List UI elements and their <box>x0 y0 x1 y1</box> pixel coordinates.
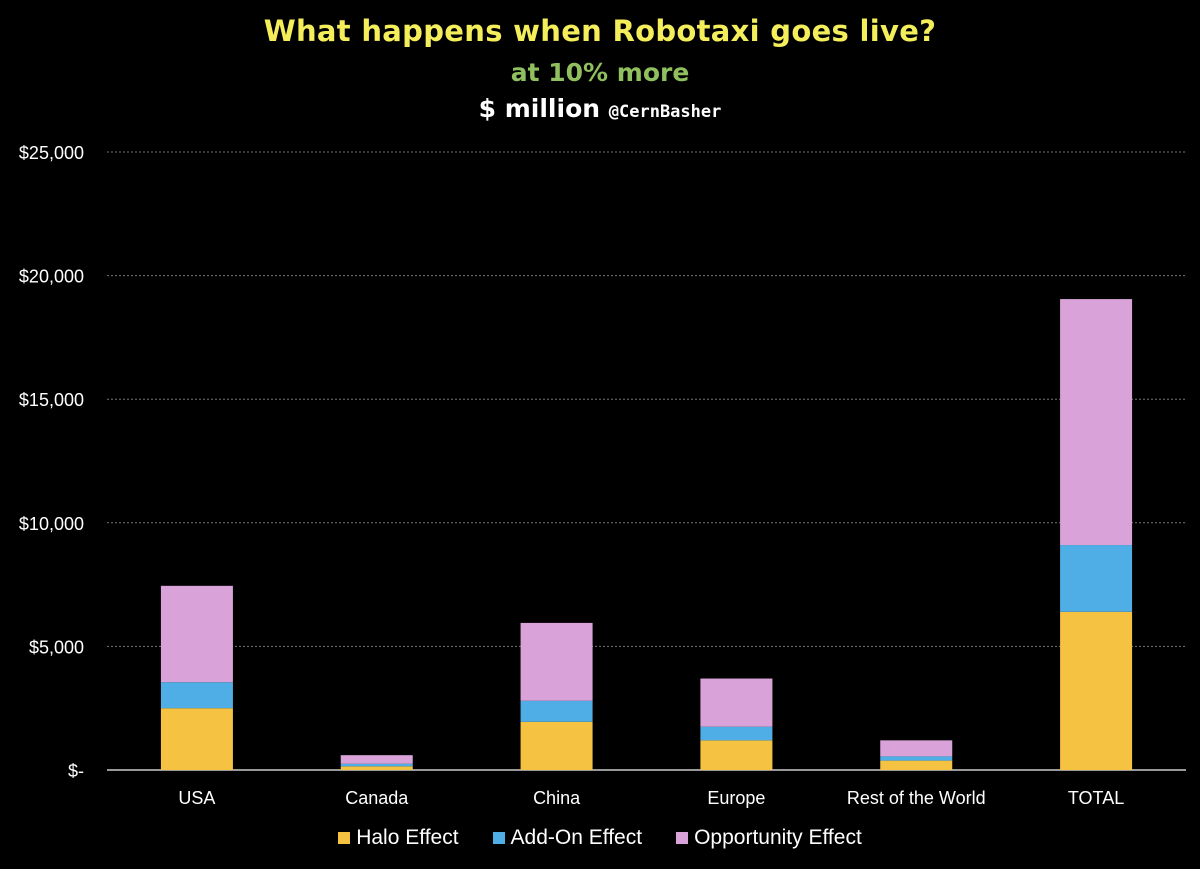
legend-label: Halo Effect <box>356 826 459 849</box>
bar-opportunity-effect-usa <box>160 585 233 683</box>
author-handle: @CernBasher <box>608 102 722 122</box>
legend-item: Add-On Effect <box>492 826 643 850</box>
bar-opportunity-effect-rest-of-the-world <box>880 740 953 757</box>
legend-label: Add-On Effect <box>510 826 643 849</box>
bar-add-on-effect-total <box>1060 545 1133 612</box>
y-tick-label: $20,000 <box>19 267 84 287</box>
x-tick-label: China <box>533 788 581 808</box>
bar-halo-effect-canada <box>340 766 413 770</box>
bar-halo-effect-usa <box>160 708 233 770</box>
bar-halo-effect-europe <box>700 740 773 770</box>
bar-add-on-effect-china <box>520 700 593 722</box>
legend-item: Opportunity Effect <box>676 826 862 850</box>
x-tick-label: Europe <box>707 788 765 808</box>
unit-line: $ million @CernBasher <box>0 94 1200 123</box>
bar-add-on-effect-canada <box>340 763 413 767</box>
y-tick-label: $5,000 <box>29 637 84 657</box>
bar-add-on-effect-europe <box>700 726 773 741</box>
x-tick-label: TOTAL <box>1068 788 1124 808</box>
legend-swatch <box>492 832 505 844</box>
unit-label: $ million <box>478 94 601 123</box>
y-tick-label: $- <box>68 761 84 781</box>
x-tick-label: USA <box>178 788 215 808</box>
legend-item: Halo Effect <box>338 826 459 850</box>
bar-opportunity-effect-total <box>1060 299 1133 546</box>
bar-halo-effect-total <box>1060 611 1133 770</box>
bar-add-on-effect-usa <box>160 682 233 709</box>
y-tick-label: $15,000 <box>19 390 84 410</box>
bar-halo-effect-rest-of-the-world <box>880 760 953 770</box>
chart-legend: Halo Effect Add-On Effect Opportunity Effe… <box>0 826 1200 850</box>
bar-halo-effect-china <box>520 721 593 770</box>
legend-label: Opportunity Effect <box>694 826 862 849</box>
y-tick-label: $10,000 <box>19 514 84 534</box>
bar-opportunity-effect-china <box>520 622 593 701</box>
legend-swatch <box>338 832 351 844</box>
legend-swatch <box>676 832 689 844</box>
bar-add-on-effect-rest-of-the-world <box>880 756 953 761</box>
bar-opportunity-effect-europe <box>700 678 773 727</box>
chart-title: What happens when Robotaxi goes live? <box>263 14 937 48</box>
x-tick-label: Rest of the World <box>847 788 986 808</box>
y-tick-label: $25,000 <box>19 143 84 163</box>
chart-subtitle: at 10% more <box>510 58 690 87</box>
x-tick-label: Canada <box>345 788 409 808</box>
bar-opportunity-effect-canada <box>340 755 413 764</box>
